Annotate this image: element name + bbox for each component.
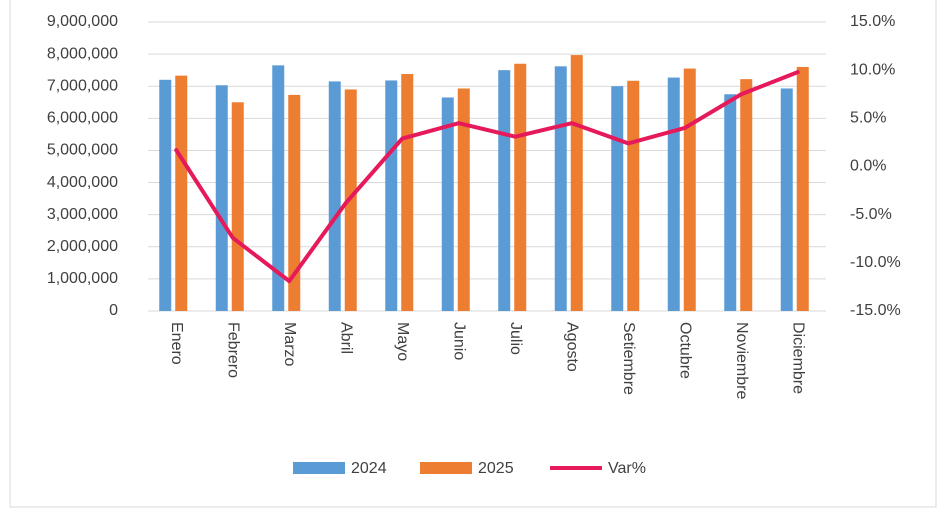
x-tick-label: Enero — [168, 322, 185, 365]
y-tick-label: 1,000,000 — [47, 270, 118, 287]
y-tick-label: 6,000,000 — [47, 110, 118, 127]
bar — [457, 88, 470, 311]
y-tick-label: 4,000,000 — [47, 174, 118, 191]
bar — [175, 75, 188, 312]
bar — [554, 66, 567, 312]
x-tick-label: Diciembre — [790, 322, 807, 394]
y-tick-label: 8,000,000 — [47, 45, 118, 62]
y-tick-label: 0 — [109, 302, 118, 319]
y-tick-label: 9,000,000 — [47, 13, 118, 30]
x-tick-label: Octubre — [677, 322, 694, 379]
bar — [627, 80, 640, 311]
bar — [159, 79, 172, 311]
bar — [780, 88, 793, 311]
x-tick-label: Mayo — [394, 322, 411, 361]
y2-tick-label: -5.0% — [850, 206, 892, 223]
y2-tick-label: -10.0% — [850, 254, 901, 271]
chart-frame — [9, 0, 937, 508]
bar — [740, 79, 753, 311]
y-tick-label: 5,000,000 — [47, 142, 118, 159]
legend-swatch — [293, 462, 345, 474]
bar — [231, 102, 244, 312]
legend-label: Var% — [608, 460, 646, 477]
x-tick-label: Setiembre — [620, 322, 637, 395]
bar — [498, 70, 511, 312]
line — [174, 70, 800, 284]
bar — [328, 81, 341, 312]
legend-label: 2025 — [478, 460, 514, 477]
bar — [796, 66, 809, 311]
bar — [514, 63, 527, 311]
x-tick-label: Abril — [338, 322, 355, 354]
x-tick-label: Noviembre — [733, 322, 750, 399]
legend-swatch — [420, 462, 472, 474]
y2-tick-label: 10.0% — [850, 61, 895, 78]
bar — [272, 65, 285, 311]
bar — [667, 77, 680, 312]
y2-tick-label: -15.0% — [850, 302, 901, 319]
bar — [288, 94, 301, 312]
x-tick-label: Marzo — [281, 322, 298, 367]
y-tick-label: 7,000,000 — [47, 77, 118, 94]
y-tick-label: 2,000,000 — [47, 238, 118, 255]
bar — [441, 97, 454, 311]
bar — [724, 94, 737, 311]
y-tick-label: 3,000,000 — [47, 206, 118, 223]
bar — [570, 55, 583, 311]
bar — [683, 68, 696, 311]
x-tick-label: Junio — [451, 322, 468, 360]
bar — [215, 85, 228, 312]
y2-tick-label: 5.0% — [850, 110, 886, 127]
x-tick-label: Febrero — [225, 322, 242, 378]
y2-tick-label: 0.0% — [850, 158, 886, 175]
y2-tick-label: 15.0% — [850, 13, 895, 30]
bar — [401, 74, 414, 312]
bar — [611, 86, 624, 311]
x-tick-label: Agosto — [564, 322, 581, 372]
bar — [385, 80, 398, 311]
legend-label: 2024 — [351, 460, 387, 477]
x-tick-label: Julio — [507, 322, 524, 355]
